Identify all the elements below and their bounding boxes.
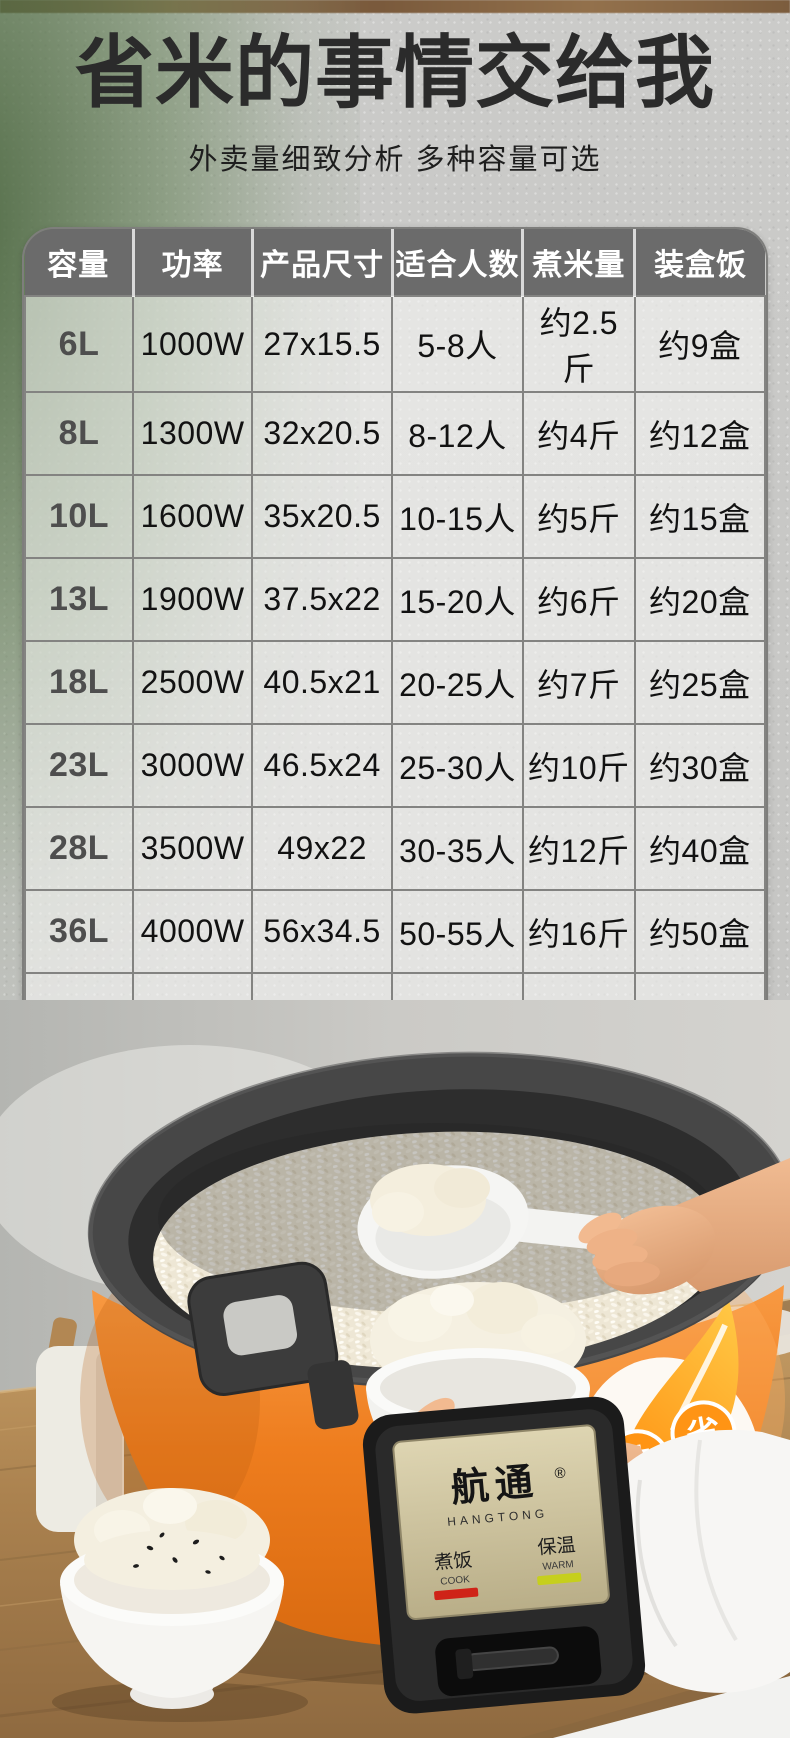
col-header-people: 适合人数: [392, 229, 525, 296]
col-header-power: 功率: [133, 229, 254, 296]
table-header-row: 容量 功率 产品尺寸 适合人数 煮米量 装盒饭: [25, 229, 765, 296]
cell-boxes: 约50盒: [633, 889, 766, 974]
cell-power: 3500W: [132, 806, 254, 891]
cell-rice: 约2.5斤: [521, 295, 636, 393]
cook-indicator-light: [434, 1587, 479, 1601]
cell-people: 20-25人: [391, 640, 524, 725]
cook-label-en: COOK: [440, 1574, 471, 1588]
top-wood-strip: [0, 0, 790, 13]
warm-label-en: WARM: [542, 1559, 574, 1573]
cell-people: 30-35人: [391, 806, 524, 891]
cell-power: 3000W: [132, 723, 254, 808]
cook-indicator: 煮饭 COOK: [433, 1549, 479, 1601]
table-row: 13L 1900W 37.5x22 15-20人 约6斤 约20盒: [24, 557, 766, 642]
page-subtitle: 外卖量细致分析 多种容量可选: [188, 144, 602, 176]
cell-rice: 约4斤: [521, 391, 636, 476]
table-row: 28L 3500W 49x22 30-35人 约12斤 约40盒: [24, 806, 766, 891]
cell-size: 35x20.5: [251, 474, 394, 559]
cell-power: 2500W: [132, 640, 254, 725]
cell-capacity: 36L: [24, 889, 135, 974]
cell-capacity: 23L: [24, 723, 135, 808]
col-header-size: 产品尺寸: [252, 229, 394, 296]
white-pitcher: [36, 1317, 124, 1532]
cell-size: 37.5x22: [251, 557, 394, 642]
table-row: 36L 4000W 56x34.5 50-55人 约16斤 约50盒: [24, 889, 766, 974]
spec-table-container: 容量 功率 产品尺寸 适合人数 煮米量 装盒饭 6L 1000W 27x15.5…: [22, 227, 768, 1045]
warm-indicator: 保温 WARM: [537, 1534, 582, 1586]
control-panel: 航通 ® HANGTONG 煮饭 COOK 保温 WARM: [362, 1396, 646, 1714]
cell-size: 56x34.5: [251, 889, 394, 974]
cell-people: 5-8人: [391, 295, 524, 393]
pot-side-handle: [187, 1261, 359, 1430]
cell-rice: 约10斤: [521, 723, 636, 808]
rice-cooker-photo: 快 省: [0, 1000, 790, 1738]
warm-label-cn: 保温: [537, 1534, 577, 1559]
cell-people: 10-15人: [391, 474, 524, 559]
cell-capacity: 6L: [24, 295, 135, 393]
cell-capacity: 8L: [24, 391, 135, 476]
brand-registered-mark: ®: [554, 1464, 567, 1482]
cell-boxes: 约15盒: [633, 474, 766, 559]
cell-boxes: 约12盒: [633, 391, 766, 476]
cell-people: 50-55人: [391, 889, 524, 974]
table-row: 8L 1300W 32x20.5 8-12人 约4斤 约12盒: [24, 391, 766, 476]
cell-power: 1900W: [132, 557, 254, 642]
cell-boxes: 约30盒: [633, 723, 766, 808]
table-rice-bowl: [52, 1488, 308, 1722]
spec-table: 容量 功率 产品尺寸 适合人数 煮米量 装盒饭 6L 1000W 27x15.5…: [24, 229, 766, 1043]
warm-indicator-light: [537, 1572, 582, 1586]
handle-hole: [223, 1295, 298, 1356]
lever-nub: [455, 1648, 474, 1680]
panel-plate: [392, 1424, 610, 1621]
cell-power: 4000W: [132, 889, 254, 974]
table-row: 10L 1600W 35x20.5 10-15人 约5斤 约15盒: [24, 474, 766, 559]
white-sleeve: [592, 1429, 790, 1693]
cell-capacity: 28L: [24, 806, 135, 891]
cell-boxes: 约20盒: [633, 557, 766, 642]
sesame-seeds: [133, 1532, 225, 1574]
cell-rice: 约5斤: [521, 474, 636, 559]
cell-boxes: 约25盒: [633, 640, 766, 725]
cell-size: 32x20.5: [251, 391, 394, 476]
cell-boxes: 约40盒: [633, 806, 766, 891]
cell-rice: 约6斤: [521, 557, 636, 642]
cook-label-cn: 煮饭: [433, 1549, 473, 1574]
col-header-capacity: 容量: [25, 229, 135, 296]
cell-power: 1000W: [132, 295, 254, 393]
table-row: 6L 1000W 27x15.5 5-8人 约2.5斤 约9盒: [24, 295, 766, 393]
rice-on-paddle: [370, 1164, 490, 1236]
cell-power: 1300W: [132, 391, 254, 476]
cell-capacity: 10L: [24, 474, 135, 559]
cell-size: 27x15.5: [251, 295, 394, 393]
cell-size: 46.5x24: [251, 723, 394, 808]
cell-boxes: 约9盒: [633, 295, 766, 393]
cell-people: 15-20人: [391, 557, 524, 642]
cell-size: 40.5x21: [251, 640, 394, 725]
cell-size: 49x22: [251, 806, 394, 891]
cell-people: 8-12人: [391, 391, 524, 476]
page-title: 省米的事情交给我: [75, 31, 715, 118]
cell-rice: 约16斤: [521, 889, 636, 974]
brand-logo: 航通: [449, 1460, 540, 1511]
cell-rice: 约12斤: [521, 806, 636, 891]
cell-power: 1600W: [132, 474, 254, 559]
table-row: 23L 3000W 46.5x24 25-30人 约10斤 约30盒: [24, 723, 766, 808]
cell-capacity: 13L: [24, 557, 135, 642]
cell-people: 25-30人: [391, 723, 524, 808]
cell-rice: 约7斤: [521, 640, 636, 725]
hand-holding-paddle: [578, 1158, 790, 1295]
col-header-boxes: 装盒饭: [634, 229, 765, 296]
cell-capacity: 18L: [24, 640, 135, 725]
col-header-rice: 煮米量: [522, 229, 637, 296]
table-row: 18L 2500W 40.5x21 20-25人 约7斤 约25盒: [24, 640, 766, 725]
